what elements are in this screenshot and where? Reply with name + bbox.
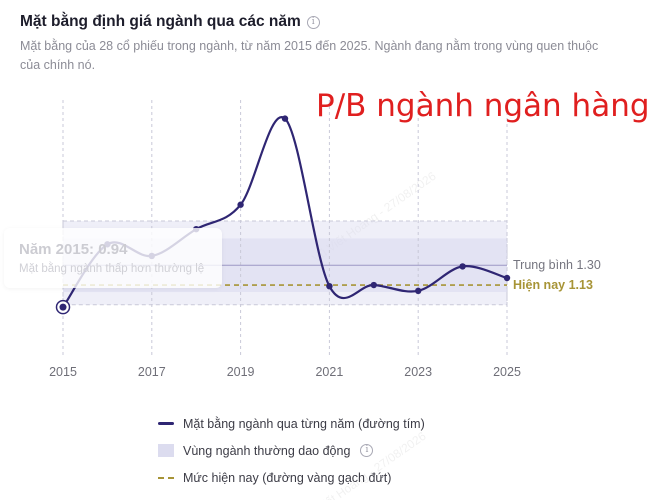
pb-chart: Trung bình 1.30 Hiện nay 1.13 2015 2017 2019… bbox=[49, 100, 601, 379]
legend-item-current[interactable]: Mức hiện nay (đường vàng gạch đứt) bbox=[158, 464, 425, 491]
tooltip: Năm 2015: 0.94 Mặt bằng ngành thấp hơn t… bbox=[4, 228, 222, 288]
x-tick-label: 2019 bbox=[227, 365, 255, 379]
data-point bbox=[370, 281, 377, 289]
dash-swatch bbox=[158, 476, 174, 479]
legend-item-line[interactable]: Mặt bằng ngành qua từng năm (đường tím) bbox=[158, 410, 425, 437]
overlay-title: P/B ngành ngân hàng bbox=[316, 88, 650, 124]
info-icon[interactable]: i bbox=[360, 444, 374, 457]
legend-label: Vùng ngành thường dao động bbox=[183, 443, 351, 458]
band-swatch bbox=[158, 444, 174, 457]
info-icon[interactable]: i bbox=[306, 15, 320, 29]
chart-title: Mặt bằng định giá ngành qua các năm bbox=[20, 13, 301, 30]
legend-item-band[interactable]: Vùng ngành thường dao động i bbox=[158, 437, 425, 464]
line-swatch bbox=[158, 422, 174, 425]
data-point bbox=[237, 201, 244, 208]
average-label: Trung bình 1.30 bbox=[513, 258, 601, 272]
data-point bbox=[459, 263, 466, 270]
tooltip-text: Mặt bằng ngành thấp hơn thường lệ bbox=[19, 263, 205, 275]
title-row: Mặt bằng định giá ngành qua các năm i bbox=[20, 13, 320, 31]
chart-subtitle: Mặt bằng của 28 cổ phiếu trong ngành, từ… bbox=[20, 39, 599, 72]
legend: Mặt bằng ngành qua từng năm (đường tím) … bbox=[158, 410, 425, 491]
x-tick-label: 2017 bbox=[138, 365, 166, 379]
data-point bbox=[326, 282, 333, 290]
tooltip-title: Năm 2015: 0.94 bbox=[19, 241, 128, 258]
legend-label: Mức hiện nay (đường vàng gạch đứt) bbox=[183, 470, 392, 485]
x-tick-label: 2021 bbox=[315, 365, 343, 379]
legend-label: Mặt bằng ngành qua từng năm (đường tím) bbox=[183, 416, 425, 431]
data-point bbox=[415, 287, 422, 295]
data-point bbox=[503, 274, 511, 282]
data-point bbox=[281, 115, 289, 122]
x-tick-label: 2023 bbox=[404, 365, 432, 379]
current-label: Hiện nay 1.13 bbox=[513, 278, 593, 292]
x-tick-label: 2025 bbox=[493, 365, 521, 379]
data-point bbox=[59, 303, 67, 311]
x-tick-label: 2015 bbox=[49, 365, 77, 379]
